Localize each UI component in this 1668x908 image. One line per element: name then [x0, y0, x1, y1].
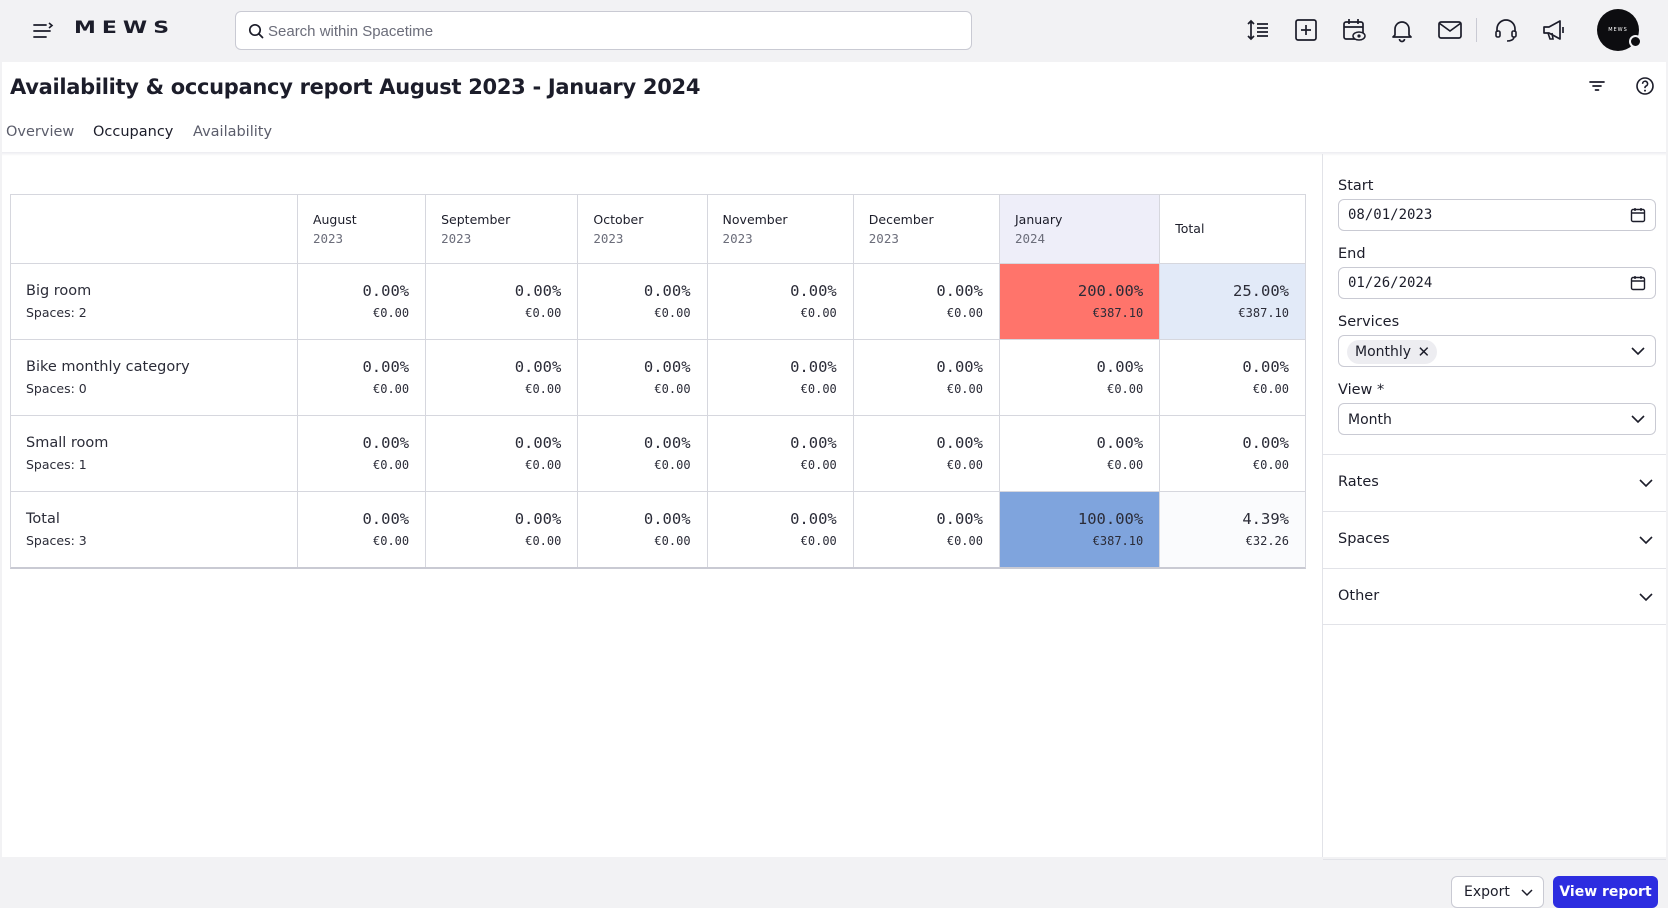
tab-bar: Overview Occupancy Availability: [2, 114, 1666, 154]
start-date-value: 08/01/2023: [1348, 207, 1433, 223]
chevron-down-icon: [1639, 479, 1653, 488]
search-box[interactable]: [235, 11, 972, 50]
total-cell: 0.00% €0.00: [1159, 415, 1305, 492]
section-other[interactable]: Other: [1323, 568, 1666, 625]
column-header: August 2023: [297, 195, 427, 264]
column-header-highlighted: January 2024: [999, 195, 1161, 264]
data-cell: 0.00% €0.00: [425, 491, 579, 567]
data-cell-full-occupancy: 100.00% €387.10: [999, 491, 1161, 567]
view-select[interactable]: Month: [1338, 403, 1656, 435]
chevron-down-icon[interactable]: [1630, 411, 1646, 427]
menu-icon[interactable]: [32, 20, 54, 42]
start-label: Start: [1338, 178, 1374, 194]
chevron-down-icon: [1639, 593, 1653, 602]
export-button[interactable]: Export: [1451, 876, 1544, 908]
section-rates[interactable]: Rates: [1323, 454, 1666, 511]
column-header-total: Total: [1159, 195, 1305, 264]
filter-panel: Start 08/01/2023 End 01/26/2024 Services…: [1322, 154, 1666, 908]
add-square-icon[interactable]: [1293, 17, 1319, 43]
page-title: Availability & occupancy report August 2…: [10, 75, 701, 99]
data-cell: 0.00% €0.00: [297, 339, 427, 416]
mail-icon[interactable]: [1437, 17, 1463, 43]
total-cell: 4.39% €32.26: [1159, 491, 1305, 567]
data-cell: 0.00% €0.00: [297, 263, 427, 340]
row-label: Total Spaces: 3: [11, 491, 298, 567]
end-date-value: 01/26/2024: [1348, 275, 1433, 291]
table-row: Small room Spaces: 1 0.00% €0.00 0.00% €0.0…: [11, 415, 1305, 492]
data-cell: 0.00% €0.00: [999, 339, 1161, 416]
table-row-total: Total Spaces: 3 0.00% €0.00 0.00% €0.00 0.0…: [11, 491, 1305, 567]
end-label: End: [1338, 246, 1366, 262]
total-cell: 0.00% €0.00: [1159, 339, 1305, 416]
row-label: Small room Spaces: 1: [11, 415, 298, 492]
data-cell: 0.00% €0.00: [707, 339, 854, 416]
end-date-field[interactable]: 01/26/2024: [1338, 267, 1656, 299]
bell-icon[interactable]: [1389, 17, 1415, 43]
data-cell: 0.00% €0.00: [707, 263, 854, 340]
data-cell: 0.00% €0.00: [853, 339, 1000, 416]
data-cell: 0.00% €0.00: [425, 263, 579, 340]
data-cell: 0.00% €0.00: [853, 263, 1000, 340]
chevron-down-icon: [1639, 536, 1653, 545]
status-indicator: [1629, 35, 1642, 48]
tab-occupancy[interactable]: Occupancy: [81, 114, 186, 154]
services-label: Services: [1338, 314, 1400, 330]
data-cell: 0.00% €0.00: [297, 491, 427, 567]
row-label: Big room Spaces: 2: [11, 263, 298, 340]
data-cell: 0.00% €0.00: [577, 339, 708, 416]
total-cell: 25.00% €387.10: [1159, 263, 1305, 340]
headset-icon[interactable]: [1493, 17, 1519, 43]
occupancy-table: August 2023 September 2023 October 2023 Nov…: [10, 194, 1306, 569]
calendar-icon[interactable]: [1630, 207, 1646, 223]
megaphone-icon[interactable]: [1541, 17, 1567, 43]
services-select[interactable]: Monthly ✕: [1338, 335, 1656, 367]
mews-logo[interactable]: MEWS: [74, 18, 176, 38]
column-header: December 2023: [853, 195, 1000, 264]
data-cell: 0.00% €0.00: [425, 339, 579, 416]
data-cell: 0.00% €0.00: [853, 491, 1000, 567]
top-bar: MEWS MEWS: [0, 0, 1668, 62]
data-cell: 0.00% €0.00: [707, 491, 854, 567]
table-row: Bike monthly category Spaces: 0 0.00% €0.0…: [11, 339, 1305, 416]
help-icon[interactable]: [1635, 76, 1655, 96]
search-icon: [248, 23, 264, 39]
data-cell: 0.00% €0.00: [297, 415, 427, 492]
header-empty: [11, 195, 298, 264]
tab-overview[interactable]: Overview: [6, 124, 75, 140]
data-cell: 0.00% €0.00: [999, 415, 1161, 492]
filter-icon[interactable]: [1587, 76, 1607, 96]
data-cell: 0.00% €0.00: [425, 415, 579, 492]
search-input[interactable]: [268, 18, 958, 44]
calendar-icon[interactable]: [1630, 275, 1646, 291]
data-cell-over-capacity: 200.00% €387.10: [999, 263, 1161, 340]
main-panel: Availability & occupancy report August 2…: [2, 62, 1666, 908]
start-date-field[interactable]: 08/01/2023: [1338, 199, 1656, 231]
toolbar-divider: [1476, 18, 1477, 42]
tab-availability[interactable]: Availability: [193, 124, 273, 140]
close-icon[interactable]: ✕: [1417, 343, 1431, 361]
data-cell: 0.00% €0.00: [577, 415, 708, 492]
row-label: Bike monthly category Spaces: 0: [11, 339, 298, 416]
view-label: View *: [1338, 382, 1385, 398]
data-cell: 0.00% €0.00: [707, 415, 854, 492]
column-header: October 2023: [577, 195, 708, 264]
data-cell: 0.00% €0.00: [577, 263, 708, 340]
table-row: Big room Spaces: 2 0.00% €0.00 0.00% €0.00 …: [11, 263, 1305, 340]
column-header: September 2023: [425, 195, 579, 264]
data-cell: 0.00% €0.00: [853, 415, 1000, 492]
view-report-button[interactable]: View report: [1553, 876, 1658, 908]
column-header: November 2023: [707, 195, 854, 264]
table-header-row: August 2023 September 2023 October 2023 Nov…: [11, 195, 1305, 264]
panel-footer: Export View report: [1323, 859, 1666, 908]
view-value: Month: [1348, 412, 1392, 428]
service-chip: Monthly ✕: [1347, 340, 1438, 364]
chevron-down-icon[interactable]: [1630, 343, 1646, 359]
data-cell: 0.00% €0.00: [577, 491, 708, 567]
calendar-view-icon[interactable]: [1341, 17, 1367, 43]
section-spaces[interactable]: Spaces: [1323, 511, 1666, 568]
tabs-divider: [2, 152, 1666, 156]
chevron-down-icon: [1521, 889, 1533, 897]
line-height-icon[interactable]: [1245, 17, 1271, 43]
